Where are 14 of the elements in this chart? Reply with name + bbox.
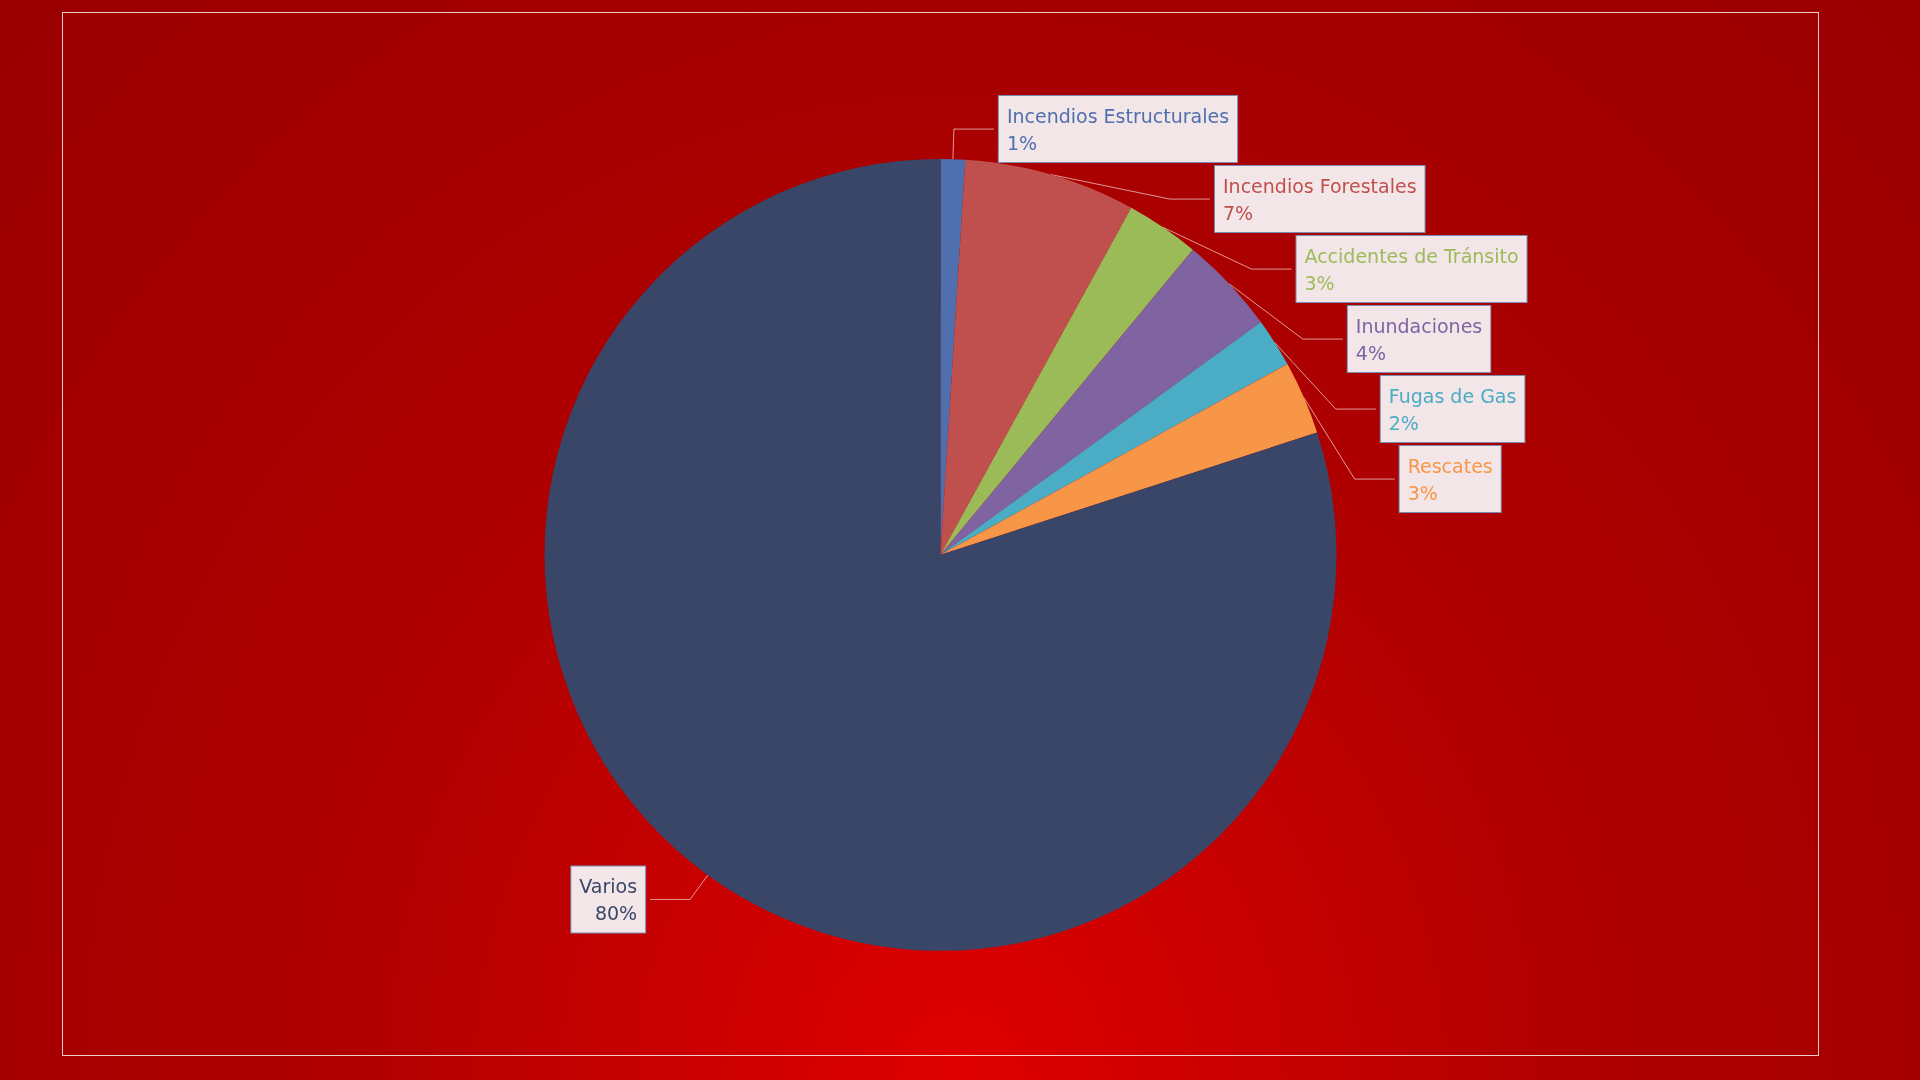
data-label: 3%	[1407, 481, 1438, 504]
slice-label: Incendios Forestales	[1223, 174, 1417, 197]
slice-label: Fugas de Gas	[1388, 384, 1517, 407]
slice-label: Incendios Estructurales	[1006, 104, 1230, 127]
slice-label: Varios	[579, 874, 638, 897]
data-label: 80%	[594, 901, 638, 924]
slice-label: Rescates	[1407, 454, 1493, 477]
data-label: 2%	[1388, 411, 1419, 434]
data-label: 3%	[1304, 271, 1335, 294]
slice-label: Accidentes de Tránsito	[1304, 244, 1519, 267]
data-label: 1%	[1006, 131, 1038, 154]
slice-label: Inundaciones	[1355, 314, 1483, 337]
data-label: 7%	[1223, 201, 1254, 224]
data-label: 4%	[1355, 341, 1386, 364]
